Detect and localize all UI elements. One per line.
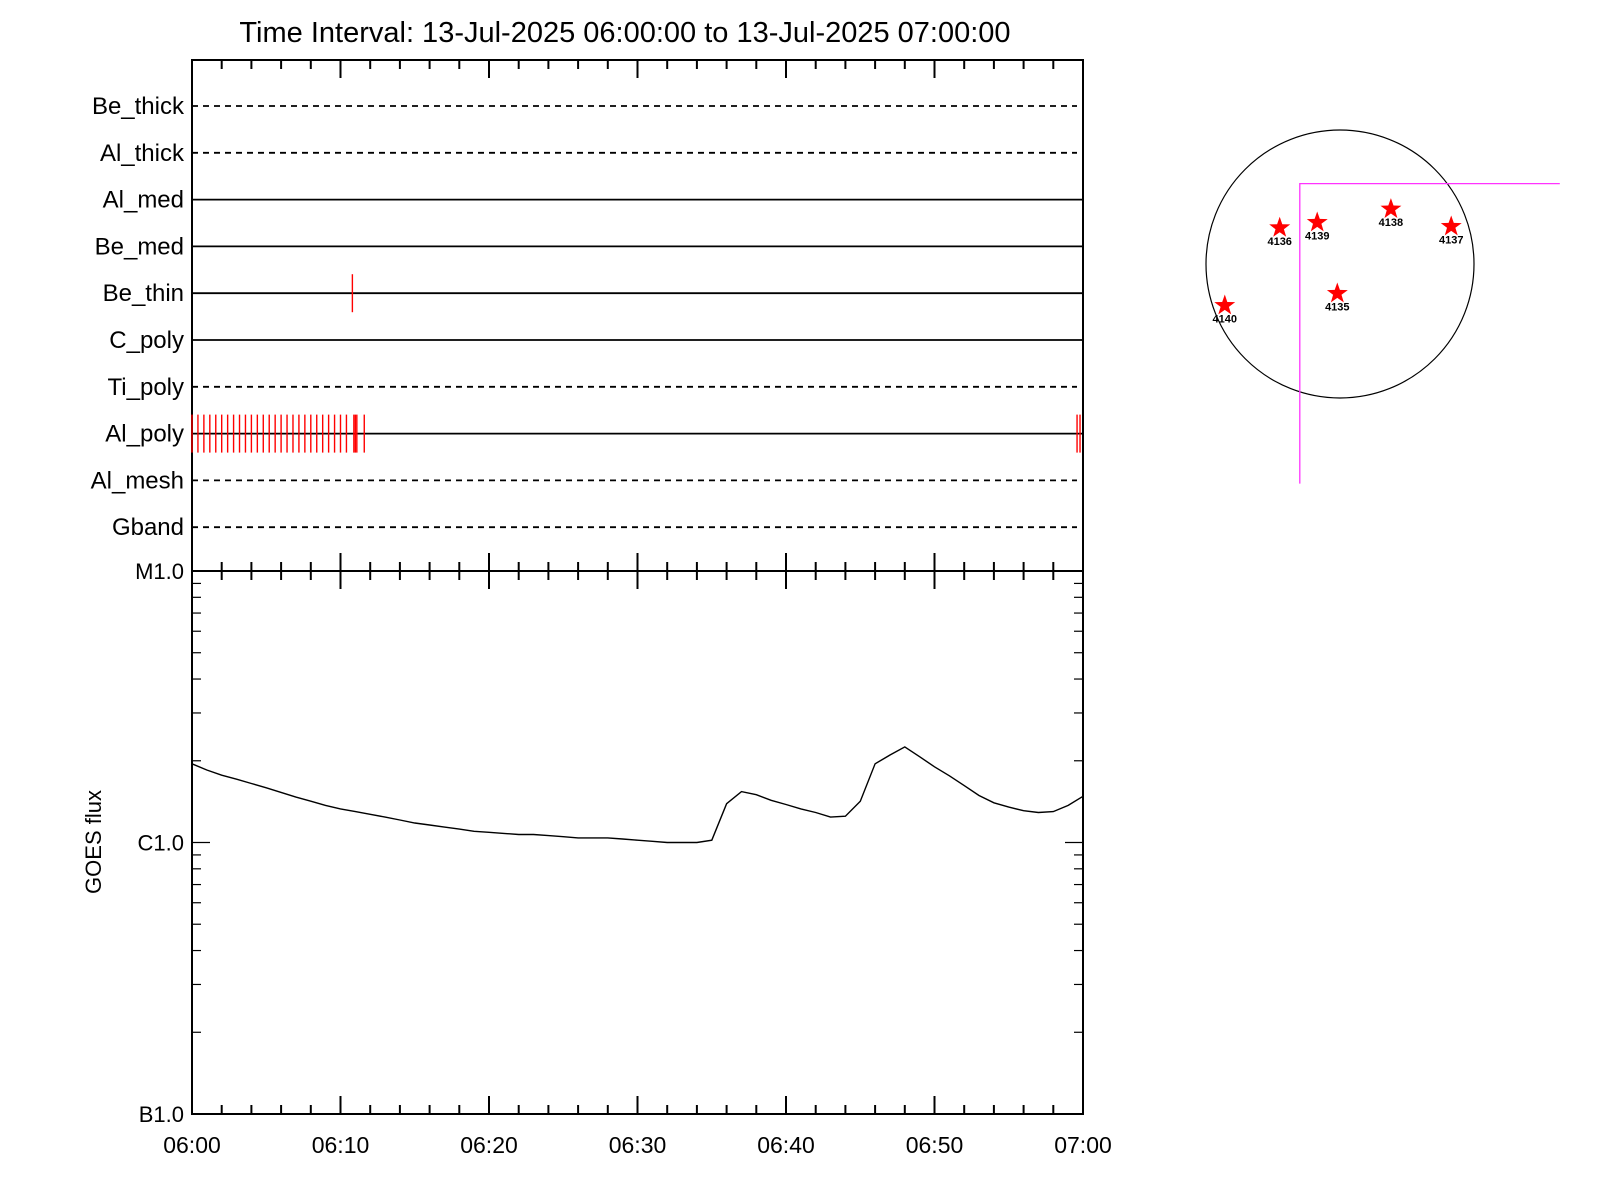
region-marker <box>1214 294 1236 315</box>
channel-rows: Be_thick Al_thick Al_med Be_med Be_thin C_pol… <box>91 93 1083 541</box>
x-tick-label: 06:00 <box>163 1132 221 1158</box>
channel-label: Al_thick <box>100 140 185 167</box>
channel-label: Al_med <box>103 187 184 214</box>
x-tick-label: 06:40 <box>757 1132 815 1158</box>
channel-label: Be_med <box>95 233 184 260</box>
x-tick-label: 06:50 <box>906 1132 964 1158</box>
x-tick-label: 07:00 <box>1054 1132 1112 1158</box>
x-tick-label: 06:20 <box>460 1132 518 1158</box>
timeline-frame <box>191 59 1084 572</box>
goes-flux-panel: M1.0C1.0B1.0 06:00 06:10 06:20 06:30 06:40 06… <box>81 559 1112 1158</box>
y-axis-label: GOES flux <box>81 790 106 894</box>
active-regions: 4136 4139 4138 4137 4135 4140 <box>1213 198 1463 326</box>
channel-label: Al_mesh <box>91 467 184 494</box>
region-label: 4139 <box>1305 230 1329 242</box>
region-label: 4138 <box>1379 217 1403 229</box>
field-of-view-outline <box>1299 182 1560 484</box>
solar-disk <box>1205 129 1475 399</box>
chart-title: Time Interval: 13-Jul-2025 06:00:00 to 1… <box>239 17 1010 49</box>
x-tick-labels: 06:00 06:10 06:20 06:30 06:40 06:50 07:00 <box>163 1132 1112 1158</box>
channel-label: Ti_poly <box>108 374 184 401</box>
timeline-ticks <box>191 60 1084 589</box>
x-tick-label: 06:30 <box>609 1132 667 1158</box>
region-marker <box>1326 282 1348 303</box>
region-label: 4136 <box>1267 236 1291 248</box>
filter-timeline-panel: Be_thick Al_thick Al_med Be_med Be_thin C_pol… <box>91 59 1084 589</box>
region-label: 4137 <box>1439 234 1463 246</box>
y-tick-label: C1.0 <box>138 831 184 856</box>
region-label: 4140 <box>1213 314 1237 326</box>
channel-label: C_poly <box>109 327 184 354</box>
channel-label: Al_poly <box>105 421 184 448</box>
region-marker <box>1306 211 1328 232</box>
solar-disk-map: 4136 4139 4138 4137 4135 4140 <box>1205 129 1560 484</box>
channel-label: Be_thick <box>92 93 185 120</box>
y-tick-label: M1.0 <box>135 559 184 584</box>
region-marker <box>1440 215 1462 236</box>
flux-plot-frame <box>191 570 1084 1115</box>
channel-label: Gband <box>112 514 184 541</box>
region-label: 4135 <box>1325 301 1349 313</box>
region-marker <box>1269 216 1291 237</box>
x-tick-label: 06:10 <box>312 1132 370 1158</box>
goes-flux-line <box>191 746 1084 844</box>
y-tick-label: B1.0 <box>139 1102 184 1127</box>
y-tick-labels: M1.0 C1.0 B1.0 <box>135 559 184 1127</box>
channel-label: Be_thin <box>103 280 184 307</box>
region-marker <box>1380 198 1402 218</box>
flux-axis-ticks <box>191 582 1084 1115</box>
